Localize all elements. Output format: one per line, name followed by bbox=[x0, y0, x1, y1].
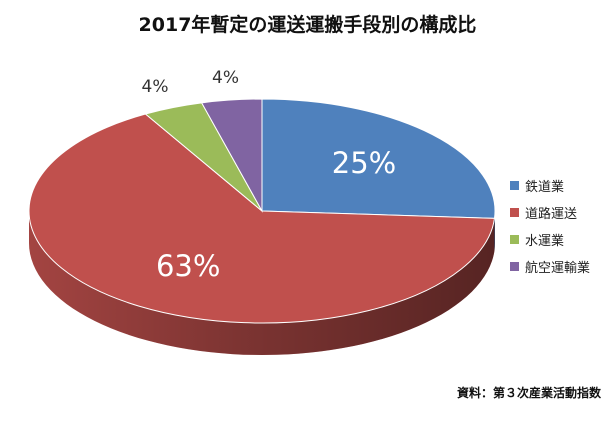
legend-label-water: 水運業 bbox=[525, 234, 565, 249]
legend-item-railway: 鉄道業 bbox=[510, 172, 590, 199]
data-label-water: 4% bbox=[142, 77, 169, 97]
legend-item-air: 航空運輸業 bbox=[510, 253, 590, 280]
pie-slice-air bbox=[200, 98, 263, 213]
legend: 鉄道業 道路運送 水運業 航空運輸業 bbox=[510, 172, 590, 280]
legend-swatch-water bbox=[510, 235, 519, 244]
legend-label-road: 道路運送 bbox=[525, 207, 578, 222]
pie-label-group: 25% 63% 4% 4% bbox=[142, 68, 397, 283]
legend-item-water: 水運業 bbox=[510, 226, 590, 253]
data-label-air: 4% bbox=[212, 68, 239, 88]
legend-swatch-railway bbox=[510, 181, 519, 190]
pie-top-group bbox=[28, 98, 496, 324]
legend-label-railway: 鉄道業 bbox=[525, 180, 565, 195]
legend-swatch-road bbox=[510, 208, 519, 217]
legend-label-air: 航空運輸業 bbox=[525, 261, 591, 276]
pie-slice-railway bbox=[261, 98, 496, 219]
pie-side-shade-railway bbox=[494, 211, 495, 251]
data-label-railway: 25% bbox=[332, 146, 396, 180]
pie-side-group bbox=[29, 211, 495, 355]
chart-title: 2017年暫定の運送運搬手段別の構成比 bbox=[138, 14, 477, 36]
pie-side-shade-road bbox=[29, 211, 495, 355]
source-note: 資料：第３次産業活動指数 bbox=[456, 386, 601, 400]
pie-slice-road bbox=[28, 113, 496, 324]
legend-item-road: 道路運送 bbox=[510, 199, 590, 226]
legend-swatch-air bbox=[510, 262, 519, 271]
data-label-road: 63% bbox=[156, 249, 220, 283]
